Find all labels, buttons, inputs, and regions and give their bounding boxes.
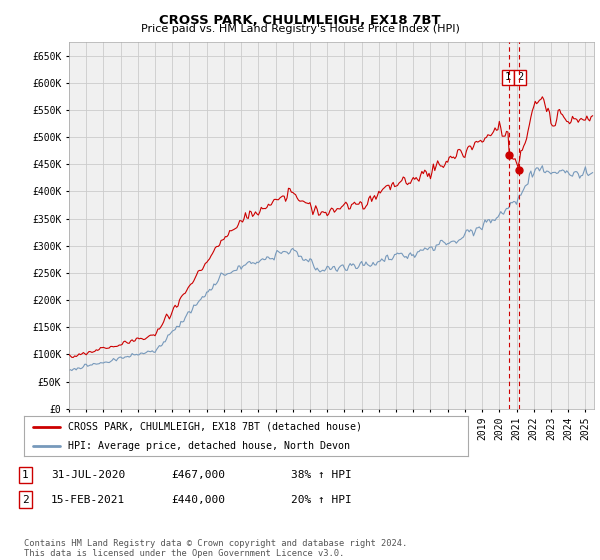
Text: £467,000: £467,000 (171, 470, 225, 480)
Text: 1: 1 (505, 72, 511, 82)
Text: 1: 1 (22, 470, 29, 480)
Text: 20% ↑ HPI: 20% ↑ HPI (291, 494, 352, 505)
Text: Price paid vs. HM Land Registry's House Price Index (HPI): Price paid vs. HM Land Registry's House … (140, 24, 460, 34)
Text: 31-JUL-2020: 31-JUL-2020 (51, 470, 125, 480)
Text: CROSS PARK, CHULMLEIGH, EX18 7BT: CROSS PARK, CHULMLEIGH, EX18 7BT (159, 14, 441, 27)
Text: £440,000: £440,000 (171, 494, 225, 505)
Text: Contains HM Land Registry data © Crown copyright and database right 2024.
This d: Contains HM Land Registry data © Crown c… (24, 539, 407, 558)
Text: CROSS PARK, CHULMLEIGH, EX18 7BT (detached house): CROSS PARK, CHULMLEIGH, EX18 7BT (detach… (68, 422, 362, 432)
Text: 2: 2 (517, 72, 523, 82)
Text: 2: 2 (22, 494, 29, 505)
Text: 38% ↑ HPI: 38% ↑ HPI (291, 470, 352, 480)
Text: 15-FEB-2021: 15-FEB-2021 (51, 494, 125, 505)
Text: HPI: Average price, detached house, North Devon: HPI: Average price, detached house, Nort… (68, 441, 350, 450)
